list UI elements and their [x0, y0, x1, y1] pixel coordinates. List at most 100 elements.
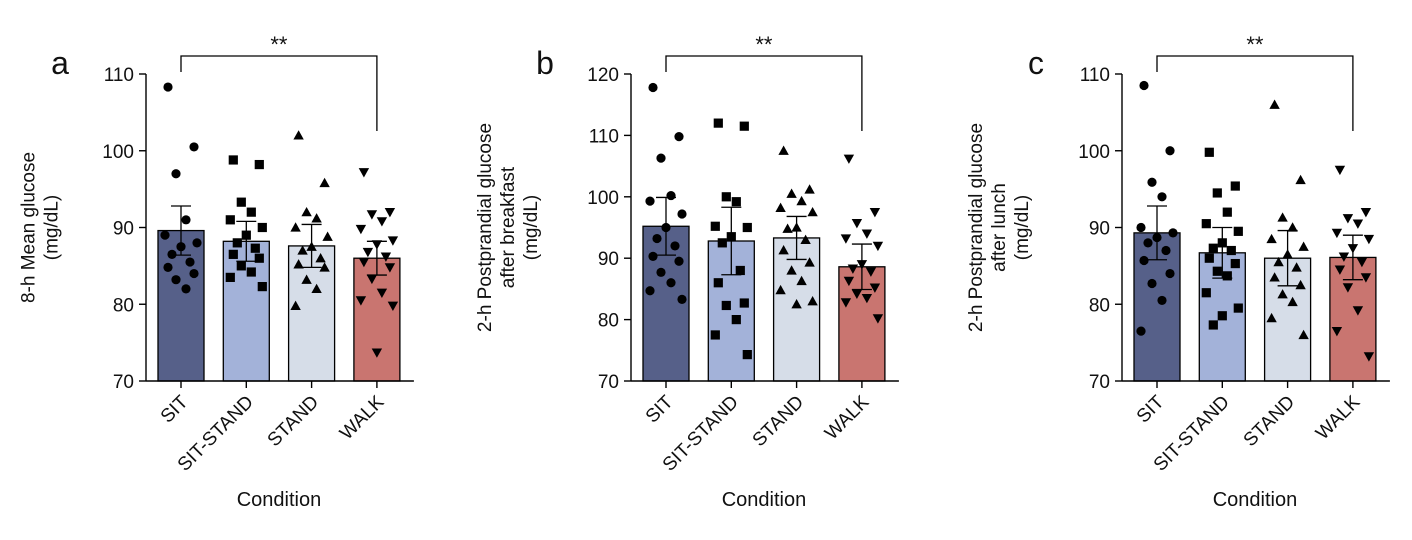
data-point: [1233, 226, 1243, 236]
data-point: [1222, 271, 1232, 281]
data-point: [869, 283, 881, 293]
data-point: [796, 195, 807, 206]
data-point: [311, 283, 322, 294]
data-point: [1147, 177, 1157, 187]
data-point: [645, 286, 655, 296]
y-tick-label: 90: [113, 219, 134, 240]
data-point: [290, 222, 301, 232]
data-point: [1295, 279, 1306, 290]
data-point: [843, 276, 855, 287]
data-point: [731, 315, 741, 325]
data-point: [735, 265, 745, 276]
data-point: [319, 177, 330, 188]
y-tick-label: 110: [589, 126, 619, 147]
data-point: [163, 262, 173, 273]
data-point: [1165, 268, 1175, 279]
data-point: [290, 300, 301, 310]
x-tick-label: SIT: [642, 391, 678, 427]
data-point: [713, 278, 723, 288]
data-point: [648, 82, 658, 93]
data-point: [775, 202, 786, 213]
y-tick-label: 70: [598, 372, 619, 393]
data-point: [1136, 326, 1146, 336]
data-point: [254, 159, 264, 170]
x-tick-label: STAND: [749, 392, 808, 451]
data-point: [371, 348, 383, 358]
data-point: [297, 245, 308, 255]
data-point: [717, 238, 727, 248]
y-tick-label: 100: [1078, 142, 1110, 163]
data-point: [1230, 181, 1240, 191]
data-point: [721, 300, 731, 311]
data-point: [1363, 352, 1375, 362]
data-point: [380, 252, 392, 262]
y-tick-label: 80: [598, 311, 619, 332]
data-point: [1212, 266, 1222, 276]
y-tick-label: 100: [102, 142, 134, 163]
y-tick-label: 90: [1089, 219, 1110, 240]
data-point: [648, 251, 658, 261]
data-point: [189, 142, 199, 152]
data-point: [1161, 245, 1171, 256]
data-point: [739, 298, 749, 308]
data-point: [1201, 288, 1211, 298]
data-point: [181, 215, 191, 225]
data-point: [387, 301, 399, 311]
data-point: [782, 223, 793, 233]
data-point: [677, 294, 687, 304]
data-point: [1208, 320, 1218, 330]
data-point: [1277, 289, 1288, 299]
data-point: [236, 197, 246, 207]
data-point: [355, 224, 367, 235]
data-point: [181, 284, 191, 294]
y-axis-label: (mg/dL): [1012, 195, 1033, 260]
data-point: [225, 215, 235, 225]
data-point: [851, 219, 863, 229]
data-point: [1204, 253, 1214, 263]
data-point: [739, 121, 749, 131]
panel-letter: c: [1028, 45, 1044, 81]
data-point: [257, 222, 267, 233]
y-tick-label: 110: [1080, 65, 1110, 86]
data-point: [387, 236, 399, 246]
data-point: [1360, 207, 1372, 218]
data-point: [1291, 262, 1302, 272]
data-point: [362, 247, 374, 258]
data-point: [171, 275, 181, 285]
data-point: [656, 267, 666, 277]
data-point: [1352, 306, 1364, 316]
y-axis-label: after lunch: [989, 183, 1010, 272]
data-point: [1273, 256, 1284, 267]
data-point: [775, 284, 786, 295]
data-point: [1298, 241, 1309, 251]
data-point: [721, 192, 731, 202]
data-point: [1342, 283, 1354, 293]
x-tick-label: STAND: [264, 392, 323, 451]
y-tick-label: 120: [587, 65, 619, 86]
data-point: [1331, 326, 1343, 337]
data-point: [228, 155, 238, 165]
data-point: [840, 298, 852, 308]
data-point: [847, 264, 859, 274]
x-tick-label: SIT: [1133, 391, 1169, 427]
x-axis-label: Condition: [237, 489, 322, 511]
panel-letter: b: [536, 45, 554, 81]
data-point: [1212, 188, 1222, 198]
y-tick-label: 70: [113, 372, 134, 393]
data-point: [710, 221, 720, 231]
data-point: [1342, 214, 1354, 224]
data-point: [1295, 174, 1306, 185]
significance-label: **: [1246, 32, 1264, 57]
data-point: [666, 190, 676, 201]
data-point: [1139, 255, 1149, 266]
data-point: [315, 253, 326, 263]
data-point: [674, 132, 684, 142]
y-tick-label: 70: [1089, 372, 1110, 393]
significance-bracket: [180, 55, 378, 131]
data-point: [185, 257, 195, 267]
data-point: [1217, 311, 1227, 321]
x-tick-label: WALK: [821, 391, 874, 444]
data-point: [807, 206, 818, 217]
data-point: [384, 207, 396, 218]
data-point: [1136, 222, 1146, 233]
